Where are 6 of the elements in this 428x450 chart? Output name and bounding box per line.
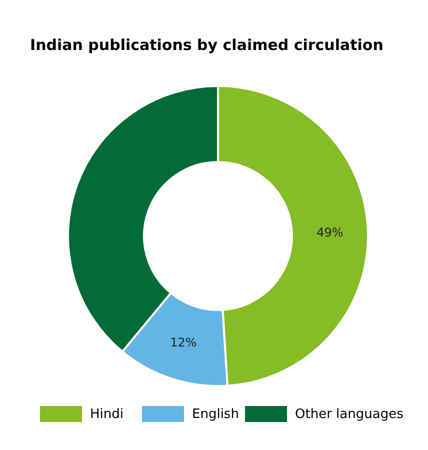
legend-label: Hindi — [90, 407, 124, 422]
legend-label: Other languages — [295, 407, 404, 422]
data-label: 49% — [316, 226, 344, 240]
legend-label: English — [192, 407, 239, 422]
data-label: 12% — [170, 336, 197, 350]
chart-title: Indian publications by claimed circulation — [30, 36, 384, 54]
